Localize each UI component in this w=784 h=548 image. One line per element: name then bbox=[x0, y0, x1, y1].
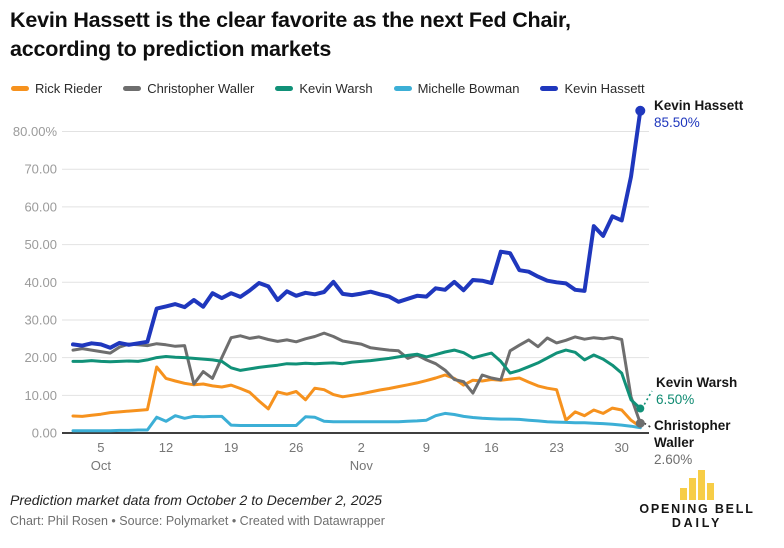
series-annotation: Kevin Warsh 6.50% bbox=[656, 374, 760, 408]
end-dot-christopher-waller bbox=[635, 418, 645, 428]
end-dot-kevin-hassett bbox=[635, 105, 646, 116]
x-tick-label: 26 bbox=[289, 440, 303, 455]
legend-label: Christopher Waller bbox=[147, 81, 255, 96]
y-tick-label: 30.00 bbox=[24, 312, 57, 327]
series-line-kevin-hassett bbox=[71, 108, 643, 350]
legend-label: Kevin Warsh bbox=[299, 81, 373, 96]
legend-swatch-icon bbox=[11, 86, 29, 91]
series-line-kevin-warsh bbox=[71, 348, 642, 410]
x-tick-label: 12 bbox=[159, 440, 173, 455]
x-tick-label: 19 bbox=[224, 440, 238, 455]
annotation-value: 2.60% bbox=[654, 452, 693, 467]
y-tick-label: 10.00 bbox=[24, 388, 57, 403]
legend-item: Rick Rieder bbox=[11, 81, 102, 96]
series-annotation: Kevin Hassett 85.50% bbox=[654, 97, 766, 131]
annotation-value: 85.50% bbox=[654, 115, 700, 130]
series-line-michelle-bowman bbox=[71, 411, 642, 433]
logo-text-line1: OPENING BELL bbox=[639, 502, 755, 516]
legend-swatch-icon bbox=[393, 86, 412, 91]
series-annotation: Christopher Waller 2.60% bbox=[654, 417, 748, 468]
y-tick-label: 50.00 bbox=[24, 237, 57, 252]
x-month-label: Oct bbox=[91, 458, 112, 473]
annotation-name: Kevin Warsh bbox=[656, 375, 738, 390]
y-tick-label: 20.00 bbox=[24, 350, 57, 365]
annotation-name: Christopher Waller bbox=[654, 418, 731, 450]
legend-item: Kevin Hassett bbox=[540, 81, 645, 96]
leader-line-warsh bbox=[643, 390, 653, 405]
y-tick-label: 60.00 bbox=[24, 199, 57, 214]
legend-swatch-icon bbox=[275, 86, 294, 91]
x-tick-label: 9 bbox=[423, 440, 430, 455]
x-tick-label: 30 bbox=[614, 440, 628, 455]
x-tick-label: 2 bbox=[358, 440, 365, 455]
opening-bell-daily-logo: OPENING BELL DAILY bbox=[624, 468, 770, 530]
bar-chart-icon bbox=[624, 468, 770, 500]
chart-credit: Chart: Phil Rosen • Source: Polymarket •… bbox=[10, 514, 385, 528]
legend-item: Christopher Waller bbox=[123, 81, 254, 96]
legend-item: Kevin Warsh bbox=[275, 81, 373, 96]
x-tick-label: 23 bbox=[549, 440, 563, 455]
logo-bar bbox=[680, 488, 687, 500]
annotation-name: Kevin Hassett bbox=[654, 98, 744, 113]
end-dot-kevin-warsh bbox=[636, 404, 645, 413]
legend-label: Rick Rieder bbox=[35, 81, 103, 96]
annotation-value: 6.50% bbox=[656, 392, 695, 407]
series-line-christopher-waller bbox=[71, 331, 642, 425]
logo-bar bbox=[707, 483, 714, 500]
y-tick-label: 40.00 bbox=[24, 275, 57, 290]
x-month-label: Nov bbox=[350, 458, 374, 473]
chart-note: Prediction market data from October 2 to… bbox=[10, 492, 382, 508]
x-tick-label: 5 bbox=[97, 440, 104, 455]
legend-item: Michelle Bowman bbox=[393, 81, 520, 96]
y-tick-label: 80.00% bbox=[13, 124, 58, 139]
title-line-2: according to prediction markets bbox=[10, 36, 332, 61]
y-tick-label: 0.00 bbox=[32, 426, 57, 441]
title-line-1: Kevin Hassett is the clear favorite as t… bbox=[10, 8, 571, 32]
legend: Rick Rieder Christopher Waller Kevin Warsh… bbox=[11, 81, 645, 96]
logo-bar bbox=[689, 478, 696, 500]
leader-line-waller bbox=[643, 422, 653, 429]
page-title: Kevin Hassett is the clear favorite as t… bbox=[10, 6, 571, 63]
x-tick-label: 16 bbox=[484, 440, 498, 455]
legend-swatch-icon bbox=[540, 86, 559, 91]
legend-label: Michelle Bowman bbox=[417, 81, 520, 96]
legend-label: Kevin Hassett bbox=[564, 81, 645, 96]
logo-bar bbox=[698, 470, 705, 500]
series-line-rick-rieder bbox=[71, 365, 642, 429]
logo-text-line2: DAILY bbox=[671, 516, 723, 530]
legend-swatch-icon bbox=[123, 86, 142, 91]
y-tick-label: 70.00 bbox=[24, 162, 57, 177]
